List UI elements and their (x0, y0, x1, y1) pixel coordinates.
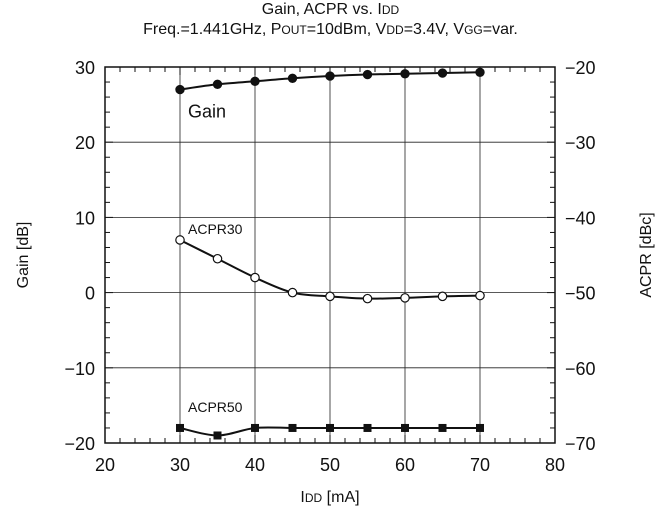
data-point-acpr30 (400, 293, 410, 303)
data-point-gain (325, 71, 335, 81)
x-tick-label: 80 (545, 455, 565, 475)
data-point-acpr50 (288, 423, 297, 432)
grid-lines (105, 67, 555, 443)
chart-title-line-2: Freq.=1.441GHz, POUT=10dBm, VDD=3.4V, VG… (143, 21, 518, 38)
data-point-gain (475, 67, 485, 77)
data-point-gain (287, 73, 298, 83)
series-label-acpr50: ACPR50 (188, 399, 243, 415)
x-axis-label: IDD [mA] (300, 489, 359, 506)
x-tick-label: 50 (320, 455, 340, 475)
y-right-tick-label: −60 (565, 359, 596, 379)
data-point-acpr30 (287, 287, 298, 298)
chart-title-line-1: Gain, ACPR vs. IDD (261, 1, 400, 18)
chart-title: Gain, ACPR vs. IDD Freq.=1.441GHz, POUT=… (0, 0, 661, 40)
data-point-gain (400, 69, 410, 79)
data-point-gain (212, 79, 223, 89)
y-left-axis-label: Gain [dB] (15, 222, 32, 289)
tick-labels: 20 30 40 50 60 70 80 −20 −10 0 10 20 30 −70 −60 −50 −40 −… (64, 58, 595, 475)
data-point-acpr50 (438, 423, 447, 432)
data-point-acpr50 (326, 423, 334, 432)
data-point-acpr30 (475, 290, 485, 301)
data-point-gain (362, 69, 373, 80)
plot-frame (104, 66, 556, 444)
series-label-gain: Gain (188, 102, 226, 122)
y-left-tick-label: 10 (75, 208, 95, 228)
data-point-acpr50 (213, 431, 222, 440)
data-point-acpr30 (250, 272, 260, 283)
y-left-tick-label: 20 (75, 133, 95, 153)
series (175, 67, 485, 440)
y-right-tick-label: −40 (565, 208, 596, 228)
data-point-gain (175, 84, 185, 95)
data-point-acpr30 (175, 235, 185, 245)
axis-labels: IDD [mA] Gain [dB] ACPR [dBc] (15, 212, 655, 506)
data-point-acpr50 (176, 423, 184, 432)
y-left-tick-label: −20 (64, 434, 95, 454)
data-point-gain (437, 68, 448, 78)
data-point-acpr30 (325, 291, 335, 302)
data-point-acpr50 (476, 423, 484, 432)
y-right-tick-label: −70 (565, 434, 596, 454)
y-right-tick-label: −20 (565, 58, 596, 78)
x-tick-label: 70 (470, 455, 490, 475)
series-label-acpr30: ACPR30 (188, 221, 243, 237)
x-tick-label: 20 (95, 455, 115, 475)
data-point-acpr50 (251, 423, 259, 432)
y-left-tick-label: −10 (64, 359, 95, 379)
y-left-tick-label: 0 (85, 284, 95, 304)
data-point-acpr50 (363, 423, 372, 432)
y-right-axis-label: ACPR [dBc] (638, 212, 655, 297)
y-right-tick-label: −30 (565, 133, 596, 153)
y-left-tick-label: 30 (75, 58, 95, 78)
data-point-acpr30 (212, 253, 223, 264)
data-point-acpr30 (362, 293, 373, 304)
data-point-acpr50 (401, 423, 409, 432)
y-right-tick-label: −50 (565, 284, 596, 304)
x-tick-label: 60 (395, 455, 415, 475)
data-point-gain (250, 76, 260, 86)
series-labels: Gain ACPR30 ACPR50 (188, 102, 243, 415)
x-tick-label: 40 (245, 455, 265, 475)
data-point-acpr30 (437, 291, 448, 302)
x-tick-label: 30 (170, 455, 190, 475)
